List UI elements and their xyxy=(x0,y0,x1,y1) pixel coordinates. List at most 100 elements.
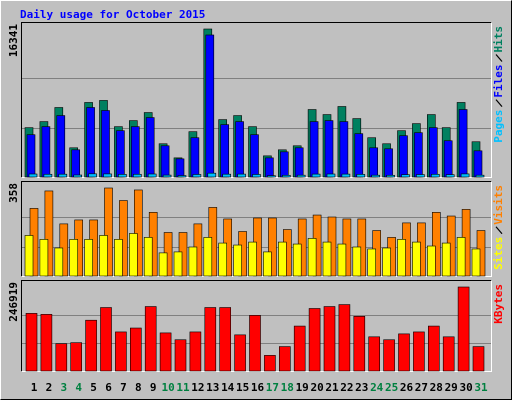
bar xyxy=(263,251,272,277)
bar xyxy=(414,132,423,178)
bar xyxy=(278,346,291,372)
bar xyxy=(203,237,213,277)
x-tick-label: 21 xyxy=(325,381,339,394)
bar xyxy=(205,34,215,178)
bar xyxy=(460,173,470,178)
bar xyxy=(233,244,242,277)
bar xyxy=(250,134,259,178)
bar xyxy=(160,145,170,178)
bar xyxy=(114,239,123,277)
bar xyxy=(265,157,274,178)
bar xyxy=(115,331,127,372)
x-tick-label: 13 xyxy=(206,381,219,394)
bar xyxy=(44,190,54,277)
bar xyxy=(41,126,51,178)
bar xyxy=(475,174,485,178)
bar xyxy=(116,130,125,178)
bar xyxy=(442,336,455,372)
bar xyxy=(354,133,364,178)
plot-bevel xyxy=(21,22,492,178)
bar xyxy=(40,314,53,372)
bar xyxy=(222,173,231,178)
bar xyxy=(100,307,112,372)
bar xyxy=(281,174,291,178)
bar xyxy=(386,174,395,178)
x-tick-label: 22 xyxy=(340,381,353,394)
bar xyxy=(264,355,276,372)
bar xyxy=(356,174,366,178)
bar xyxy=(71,149,80,178)
bar xyxy=(445,174,455,178)
bar xyxy=(219,307,231,372)
bar xyxy=(248,241,257,277)
bar xyxy=(249,315,261,372)
x-tick-label: 27 xyxy=(415,381,428,394)
bar xyxy=(174,339,187,372)
bar xyxy=(55,343,68,372)
bar xyxy=(235,121,244,178)
bar xyxy=(70,342,82,372)
bar xyxy=(131,126,140,178)
bar xyxy=(279,151,289,178)
legend-separator xyxy=(495,54,503,62)
bar xyxy=(369,147,379,178)
legend-label: Visits xyxy=(492,185,505,225)
plot-bevel xyxy=(21,280,492,372)
x-tick-label: 18 xyxy=(281,381,294,394)
bar xyxy=(308,308,321,372)
bar xyxy=(143,237,153,277)
bar xyxy=(103,173,112,178)
bar xyxy=(371,174,381,178)
legend-label: Sites xyxy=(492,237,505,270)
bar xyxy=(56,115,66,178)
x-tick-label: 3 xyxy=(60,381,67,394)
bar xyxy=(471,248,481,277)
x-tick-label: 26 xyxy=(400,381,414,394)
bar xyxy=(268,217,277,277)
bar xyxy=(397,239,406,277)
bar xyxy=(398,333,410,372)
x-tick-label: 19 xyxy=(296,381,309,394)
legend-label: Files xyxy=(492,65,505,98)
bar xyxy=(43,173,53,178)
bar xyxy=(134,189,143,277)
bar xyxy=(54,247,64,277)
bar xyxy=(401,174,410,178)
bar xyxy=(237,173,246,178)
plot-bevel xyxy=(21,22,492,178)
x-tick-label: 20 xyxy=(310,381,323,394)
bar xyxy=(339,121,349,178)
x-tick-label: 2 xyxy=(46,381,53,394)
x-tick-label: 28 xyxy=(430,381,443,394)
bar xyxy=(189,331,202,372)
legend-label: Pages xyxy=(492,110,505,143)
x-tick-label: 31 xyxy=(474,381,488,394)
bar xyxy=(353,316,366,372)
bar xyxy=(39,239,49,277)
bar xyxy=(144,306,157,372)
bar xyxy=(277,241,287,277)
bar xyxy=(427,325,440,372)
plot-bevel xyxy=(21,181,492,277)
bar xyxy=(147,173,157,178)
bar xyxy=(294,147,304,178)
bar xyxy=(84,239,93,277)
chart-title: Daily usage for October 2015 xyxy=(20,8,205,21)
x-tick-label: 29 xyxy=(445,381,458,394)
bar xyxy=(412,241,421,277)
bar xyxy=(118,174,127,178)
x-tick-label: 17 xyxy=(266,381,279,394)
bar xyxy=(368,336,381,372)
bar xyxy=(145,117,155,178)
legend-label: Hits xyxy=(492,26,505,53)
x-tick-label: 30 xyxy=(459,381,472,394)
bar xyxy=(473,150,483,178)
bar xyxy=(234,334,246,372)
bar xyxy=(69,239,78,277)
bar xyxy=(218,242,227,277)
bar xyxy=(458,109,468,178)
bar xyxy=(296,174,306,178)
x-tick-label: 11 xyxy=(176,381,190,394)
